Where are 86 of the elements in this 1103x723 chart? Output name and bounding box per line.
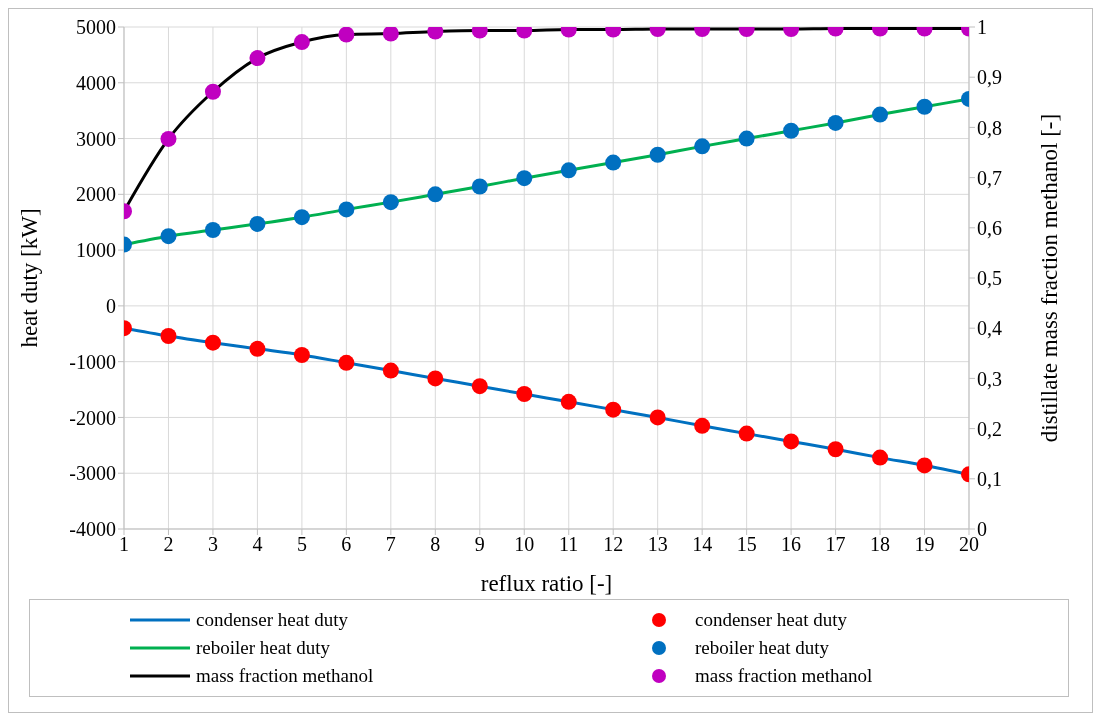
x-tick-label: 14 (692, 533, 713, 556)
point (916, 457, 933, 474)
x-tick-label: 4 (252, 533, 263, 556)
point (427, 370, 444, 387)
y-tick-label: 2000 (76, 183, 116, 206)
x-axis-title: reflux ratio [-] (480, 571, 613, 596)
x-tick-label: 11 (559, 533, 579, 556)
y-tick-label: 3000 (76, 127, 116, 150)
legend-label: condenser heat duty (196, 609, 348, 631)
y-tick-label: -3000 (69, 462, 116, 485)
point (204, 222, 221, 239)
x-tick-label: 15 (736, 533, 757, 556)
point (783, 122, 800, 139)
point (293, 346, 310, 363)
legend-label: condenser heat duty (695, 609, 847, 631)
x-tick-label: 5 (296, 533, 307, 556)
y-tick-label: -2000 (69, 406, 116, 429)
x-tick-label: 18 (870, 533, 891, 556)
y2-tick-label: 0,6 (977, 216, 1002, 239)
x-tick-label: 1 (119, 533, 129, 556)
point (293, 209, 310, 226)
point (338, 201, 355, 218)
point (160, 228, 177, 245)
y2-tick-label: 0,2 (977, 417, 1002, 440)
point (827, 441, 844, 458)
y2-tick-label: 0,3 (977, 367, 1002, 390)
point (382, 362, 399, 379)
point (160, 328, 177, 345)
point (605, 154, 622, 171)
legend-label: reboiler heat duty (695, 637, 830, 659)
x-tick-label: 12 (603, 533, 624, 556)
y2-axis-title: distillate mass fraction methanol [-] (1037, 113, 1063, 443)
y2-tick-label: 0 (977, 518, 987, 541)
y2-tick-label: 0,4 (977, 317, 1002, 340)
point (204, 334, 221, 351)
x-tick-label: 17 (825, 533, 846, 556)
x-tick-label: 6 (341, 533, 352, 556)
legend-label: mass fraction methanol (695, 665, 873, 687)
point (249, 215, 266, 232)
y2-tick-label: 0,7 (977, 166, 1002, 189)
point (471, 178, 488, 195)
y2-tick-label: 0,1 (977, 467, 1002, 490)
point (249, 340, 266, 357)
point (649, 146, 666, 163)
point (516, 386, 533, 403)
x-tick-label: 13 (647, 533, 668, 556)
point (827, 114, 844, 131)
y-axis-title: heat duty [kW] (17, 208, 43, 348)
legend-label: mass fraction methanol (196, 665, 374, 687)
y2-tick-label: 0,9 (977, 66, 1002, 89)
x-tick-label: 20 (959, 533, 979, 556)
point (694, 417, 711, 434)
point (560, 162, 577, 179)
point (382, 194, 399, 211)
point (649, 409, 666, 426)
y2-tick-label: 1 (977, 16, 987, 39)
y-tick-label: -4000 (69, 518, 116, 541)
point (872, 449, 889, 466)
x-tick-label: 3 (207, 533, 218, 556)
x-tick-label: 8 (430, 533, 441, 556)
point (872, 106, 889, 123)
point (916, 98, 933, 115)
y-tick-label: 0 (106, 294, 116, 317)
point (560, 393, 577, 410)
point (605, 401, 622, 418)
y-tick-label: 1000 (76, 239, 116, 262)
x-tick-label: 9 (474, 533, 485, 556)
x-tick-label: 10 (514, 533, 535, 556)
y-tick-label: 5000 (76, 16, 116, 39)
x-tick-label: 16 (781, 533, 802, 556)
point (516, 170, 533, 187)
point (738, 130, 755, 147)
point (738, 425, 755, 442)
legend-label: reboiler heat duty (196, 637, 331, 659)
point (471, 378, 488, 395)
y-tick-label: 4000 (76, 71, 116, 94)
point (338, 354, 355, 371)
y2-tick-label: 0,8 (977, 116, 1002, 139)
y-tick-label: -1000 (69, 350, 116, 373)
point (783, 433, 800, 450)
x-tick-label: 2 (163, 533, 174, 556)
x-tick-label: 19 (914, 533, 935, 556)
point (694, 138, 711, 155)
x-tick-label: 7 (385, 533, 396, 556)
y2-tick-label: 0,5 (977, 267, 1002, 290)
point (427, 186, 444, 203)
